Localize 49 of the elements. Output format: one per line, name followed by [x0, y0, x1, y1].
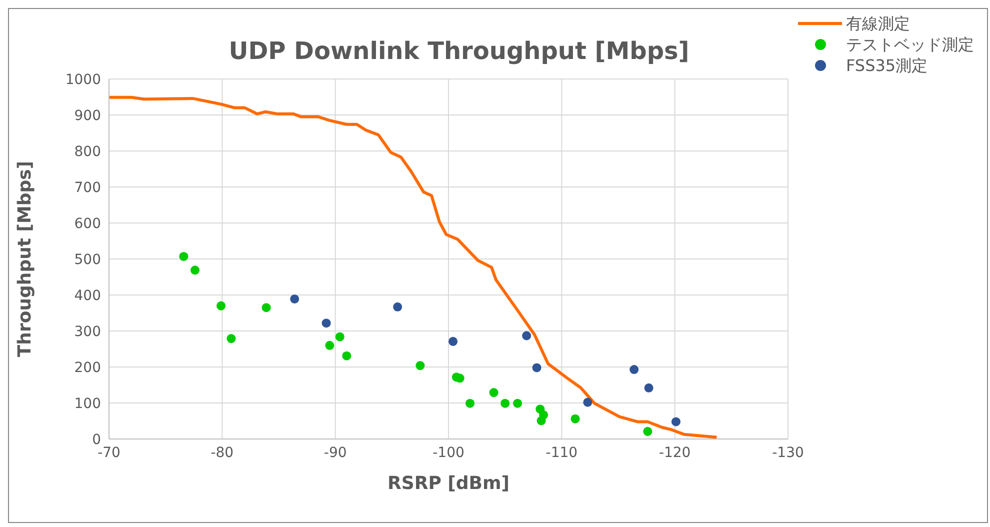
- point: [583, 398, 592, 407]
- y-axis-title: Throughput [Mbps]: [14, 160, 36, 358]
- point: [416, 361, 425, 370]
- x-tick-label: -120: [658, 444, 691, 461]
- point: [393, 302, 402, 312]
- x-tick-label: -80: [210, 444, 234, 461]
- point: [465, 398, 475, 408]
- point: [179, 252, 188, 261]
- point: [532, 363, 542, 372]
- legend-label: テストベッド測定: [846, 34, 974, 55]
- line-series: [109, 96, 718, 439]
- point: [643, 426, 652, 436]
- point: [644, 383, 654, 392]
- chart-title: UDP Downlink Throughput [Mbps]: [228, 37, 690, 65]
- y-tick-label: 400: [74, 288, 101, 304]
- x-tick-label: -90: [324, 444, 347, 461]
- y-tick-label: 100: [74, 396, 101, 412]
- x-tick-label: -110: [546, 444, 578, 461]
- point: [536, 416, 546, 426]
- y-tick-label: 300: [74, 324, 101, 340]
- x-tick-label: -130: [772, 444, 804, 461]
- point: [448, 336, 458, 346]
- point: [290, 294, 300, 304]
- point: [262, 303, 271, 312]
- legend-label: FSS35測定: [846, 55, 928, 76]
- x-axis-title: RSRP [dBm]: [388, 473, 510, 494]
- y-tick-label: 800: [74, 144, 101, 160]
- point: [570, 414, 580, 424]
- x-tick-label: -100: [432, 444, 464, 461]
- point: [335, 332, 344, 342]
- y-tick-label: 1000: [65, 72, 101, 88]
- point: [342, 351, 352, 360]
- legend-label: 有線測定: [846, 13, 910, 34]
- point: [522, 331, 532, 340]
- point: [325, 340, 334, 350]
- y-tick-label: 500: [74, 252, 101, 268]
- point: [630, 365, 639, 374]
- y-tick-label: 700: [74, 180, 101, 196]
- y-tick-label: 200: [74, 360, 101, 376]
- point: [190, 266, 200, 275]
- point: [489, 388, 498, 398]
- point: [322, 318, 331, 328]
- point: [216, 301, 226, 310]
- point: [671, 417, 680, 426]
- point: [500, 398, 510, 408]
- y-tick-label: 600: [74, 216, 101, 232]
- y-tick-label: 900: [74, 108, 101, 124]
- point: [513, 398, 522, 408]
- point: [226, 334, 236, 344]
